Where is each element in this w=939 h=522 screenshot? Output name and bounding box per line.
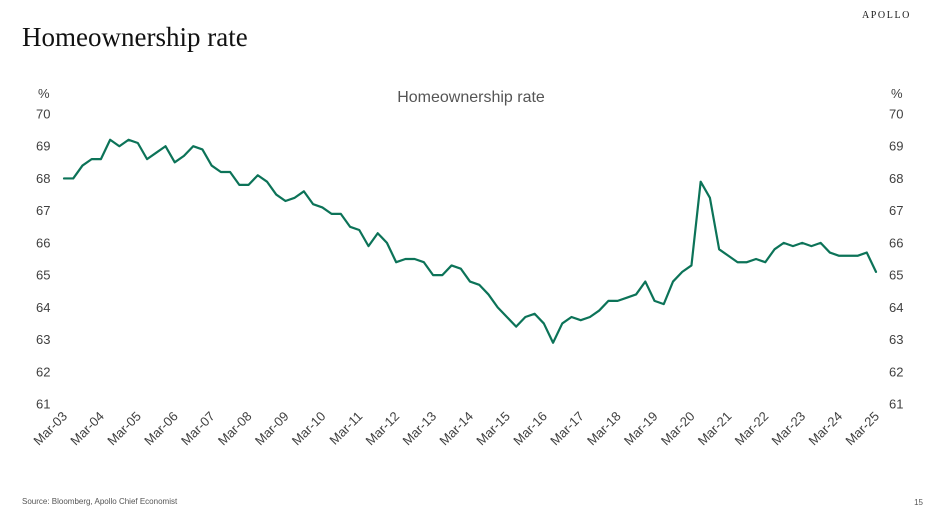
y-tick-right: 67: [889, 203, 903, 218]
x-tick-label: Mar-04: [67, 409, 107, 449]
y-tick-left: 62: [36, 364, 50, 379]
x-tick-label: Mar-24: [805, 409, 845, 449]
x-tick-label: Mar-03: [30, 409, 70, 449]
y-tick-left: 65: [36, 268, 50, 283]
y-tick-left: 64: [36, 300, 50, 315]
x-tick-label: Mar-05: [104, 409, 144, 449]
y-tick-right: 63: [889, 332, 903, 347]
x-tick-label: Mar-12: [363, 409, 403, 449]
x-tick-label: Mar-20: [658, 409, 698, 449]
y-tick-left: 61: [36, 397, 50, 412]
x-tick-label: Mar-14: [436, 409, 476, 449]
x-tick-label: Mar-09: [252, 409, 292, 449]
x-tick-label: Mar-06: [141, 409, 181, 449]
x-tick-label: Mar-08: [215, 409, 255, 449]
x-tick-label: Mar-21: [695, 409, 735, 449]
y-tick-left: 70: [36, 107, 50, 122]
x-tick-label: Mar-22: [732, 409, 772, 449]
y-tick-left: 67: [36, 203, 50, 218]
x-axis: Mar-03Mar-04Mar-05Mar-06Mar-07Mar-08Mar-…: [30, 409, 882, 449]
x-tick-label: Mar-25: [842, 409, 882, 449]
y-tick-right: 66: [889, 235, 903, 250]
y-axis-label-right: %: [891, 86, 903, 101]
source-note: Source: Bloomberg, Apollo Chief Economis…: [22, 497, 178, 506]
x-tick-label: Mar-11: [326, 409, 365, 448]
homeownership-rate-line: [62, 138, 878, 344]
x-tick-label: Mar-07: [178, 409, 218, 449]
y-tick-right: 68: [889, 171, 903, 186]
x-tick-label: Mar-19: [621, 409, 661, 449]
page-title: Homeownership rate: [22, 22, 248, 52]
y-tick-left: 66: [36, 235, 50, 250]
y-tick-right: 62: [889, 364, 903, 379]
series-group: [62, 138, 878, 344]
y-axis-right: 61 62 63 64 65 66 67 68 69 70: [889, 107, 903, 412]
y-tick-left: 68: [36, 171, 50, 186]
y-axis-left: 61 62 63 64 65 66 67 68 69 70: [36, 107, 50, 412]
y-tick-right: 69: [889, 139, 903, 154]
x-tick-label: Mar-16: [510, 409, 550, 449]
x-tick-label: Mar-15: [473, 409, 513, 449]
y-tick-right: 70: [889, 107, 903, 122]
chart-title: Homeownership rate: [397, 89, 545, 106]
page-number: 15: [914, 498, 923, 507]
y-tick-left: 63: [36, 332, 50, 347]
y-axis-label-left: %: [38, 86, 50, 101]
x-tick-label: Mar-17: [547, 409, 587, 449]
y-tick-right: 64: [889, 300, 903, 315]
x-tick-label: Mar-10: [289, 409, 329, 449]
x-tick-label: Mar-23: [769, 409, 809, 449]
y-tick-right: 65: [889, 268, 903, 283]
y-tick-right: 61: [889, 397, 903, 412]
x-tick-label: Mar-13: [399, 409, 439, 449]
brand-logo: APOLLO: [861, 10, 911, 21]
y-tick-left: 69: [36, 139, 50, 154]
x-tick-label: Mar-18: [584, 409, 624, 449]
